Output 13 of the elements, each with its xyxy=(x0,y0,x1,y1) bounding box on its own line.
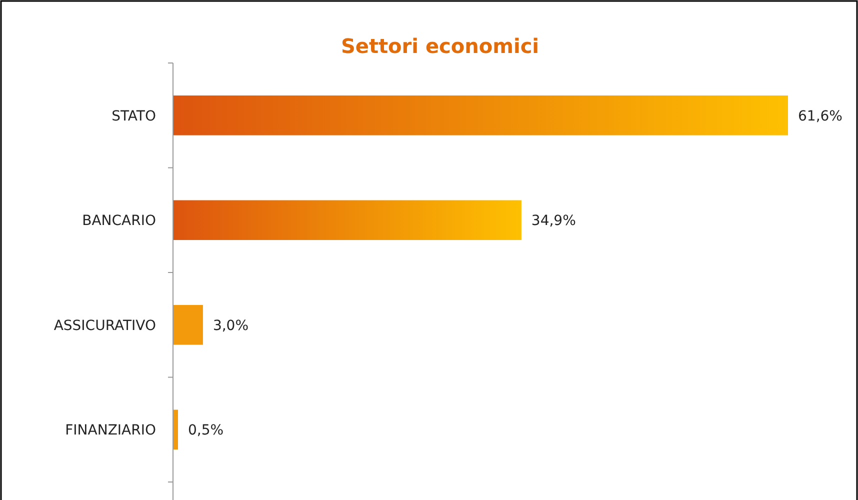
data-label: 3,0% xyxy=(212,318,249,334)
bar xyxy=(173,410,178,450)
data-label: 61,6% xyxy=(798,108,842,124)
bar xyxy=(173,95,788,136)
data-label: 0,5% xyxy=(188,422,224,439)
bar xyxy=(173,304,203,345)
y-tick-label: STATO xyxy=(112,108,156,124)
bar xyxy=(173,200,522,240)
y-tick-label: BANCARIO xyxy=(82,213,156,230)
y-tick-label: FINANZIARIO xyxy=(65,422,156,439)
chart-title: Settori economici xyxy=(340,34,540,58)
y-tick-label: ASSICURATIVO xyxy=(54,318,156,334)
data-label: 34,9% xyxy=(531,213,576,230)
